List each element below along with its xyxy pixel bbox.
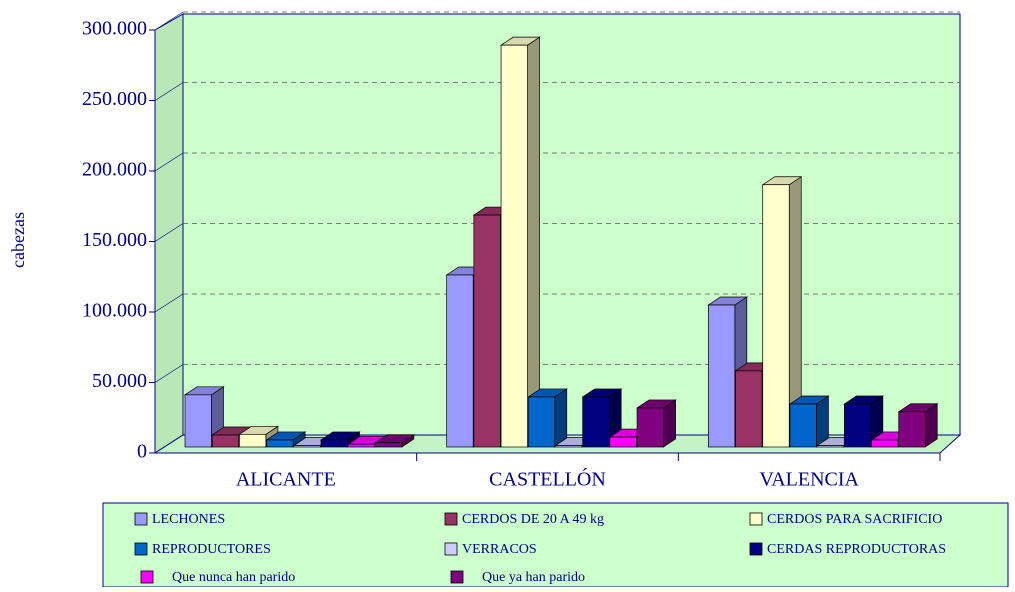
bar-side [554, 388, 568, 448]
bar [762, 184, 790, 448]
y-tick-label: 0 [137, 441, 147, 463]
legend-swatch [140, 570, 154, 584]
legend-swatch [749, 512, 763, 526]
bar [239, 433, 267, 448]
legend-swatch [444, 542, 458, 556]
legend-label: Que ya han parido [482, 570, 585, 585]
bar [582, 396, 610, 448]
y-tick-label: 100.000 [82, 300, 147, 322]
bar [500, 44, 528, 448]
legend-label: REPRODUCTORES [152, 542, 271, 557]
bar [211, 434, 240, 448]
bar [473, 214, 501, 448]
legend-label: CERDOS DE 20 A 49 kg [462, 512, 604, 527]
legend-swatch [450, 570, 464, 584]
bar [816, 445, 844, 448]
legend-label: CERDAS REPRODUCTORAS [767, 542, 946, 557]
legend-label: VERRACOS [462, 542, 537, 557]
bar-side [527, 36, 540, 448]
bar [347, 443, 376, 448]
bar [266, 439, 294, 448]
bar [789, 403, 817, 448]
y-tick-label: 50.000 [92, 370, 147, 392]
y-tick-label: 150.000 [82, 229, 147, 251]
bar [375, 442, 403, 448]
legend-swatch [444, 512, 458, 526]
depth-line [154, 152, 184, 172]
bar [898, 411, 926, 448]
y-tick-label: 200.000 [82, 159, 147, 181]
bar [184, 394, 212, 448]
legend-swatch [749, 542, 763, 556]
depth-line [154, 82, 184, 101]
y-tick-label: 300.000 [82, 18, 147, 40]
legend-label: LECHONES [152, 512, 225, 527]
side-wall [154, 13, 184, 454]
depth-line [154, 434, 184, 454]
bar [293, 445, 321, 448]
depth-line [154, 223, 184, 242]
x-tick-label: CASTELLÓN [489, 467, 606, 491]
y-axis-label: cabezas [8, 212, 28, 268]
bar [609, 436, 637, 448]
bar [320, 439, 348, 448]
x-tick-label: VALENCIA [759, 469, 859, 491]
bar [707, 304, 736, 448]
bar [527, 396, 556, 448]
bar [446, 274, 474, 448]
depth-line [154, 293, 184, 313]
depth-line [154, 11, 184, 31]
bar [636, 407, 664, 448]
back-wall [182, 13, 961, 436]
bar [735, 370, 763, 448]
y-tick-label: 250.000 [82, 88, 147, 110]
bar [871, 439, 899, 448]
x-tick-label: ALICANTE [236, 469, 336, 491]
legend-swatch [134, 542, 148, 556]
legend-label: Que nunca han parido [172, 570, 295, 585]
bar [843, 403, 872, 448]
legend-swatch [134, 512, 148, 526]
bar [555, 445, 583, 448]
legend [102, 502, 1009, 588]
depth-line [154, 364, 184, 383]
legend-label: CERDOS PARA SACRIFICIO [767, 512, 942, 527]
